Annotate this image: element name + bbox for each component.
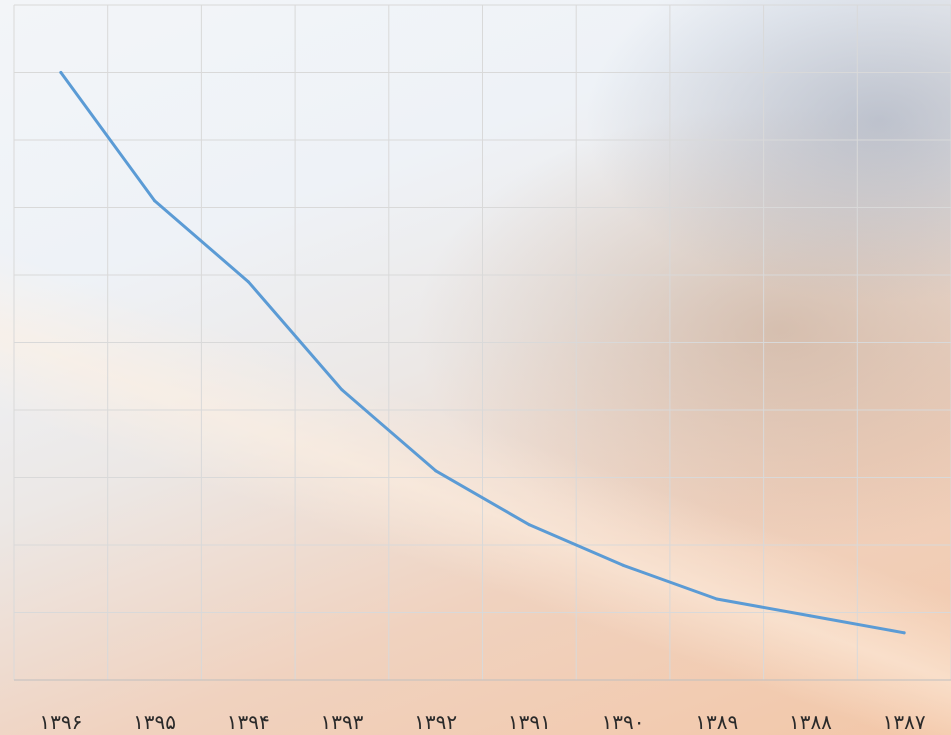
data-point <box>715 598 718 601</box>
data-point <box>340 388 343 391</box>
x-tick-label: ۱۳۸۷ <box>883 710 926 734</box>
x-tick-label: ۱۳۹۰ <box>602 710 645 734</box>
x-tick-label: ۱۳۸۸ <box>789 710 832 734</box>
x-tick-label: ۱۳۹۶ <box>39 710 82 734</box>
x-tick-label: ۱۳۸۹ <box>695 710 738 734</box>
data-point <box>528 523 531 526</box>
x-tick-label: ۱۳۹۳ <box>320 710 363 734</box>
data-point <box>903 631 906 634</box>
data-point <box>247 280 250 283</box>
x-tick-label: ۱۳۹۴ <box>227 710 270 734</box>
x-tick-label: ۱۳۹۵ <box>133 710 176 734</box>
x-tick-label: ۱۳۹۱ <box>508 710 551 734</box>
data-point <box>434 469 437 472</box>
data-point <box>809 614 812 617</box>
data-point <box>622 564 625 567</box>
data-point <box>59 71 62 74</box>
x-tick-label: ۱۳۹۲ <box>414 710 457 734</box>
data-point <box>153 199 156 202</box>
